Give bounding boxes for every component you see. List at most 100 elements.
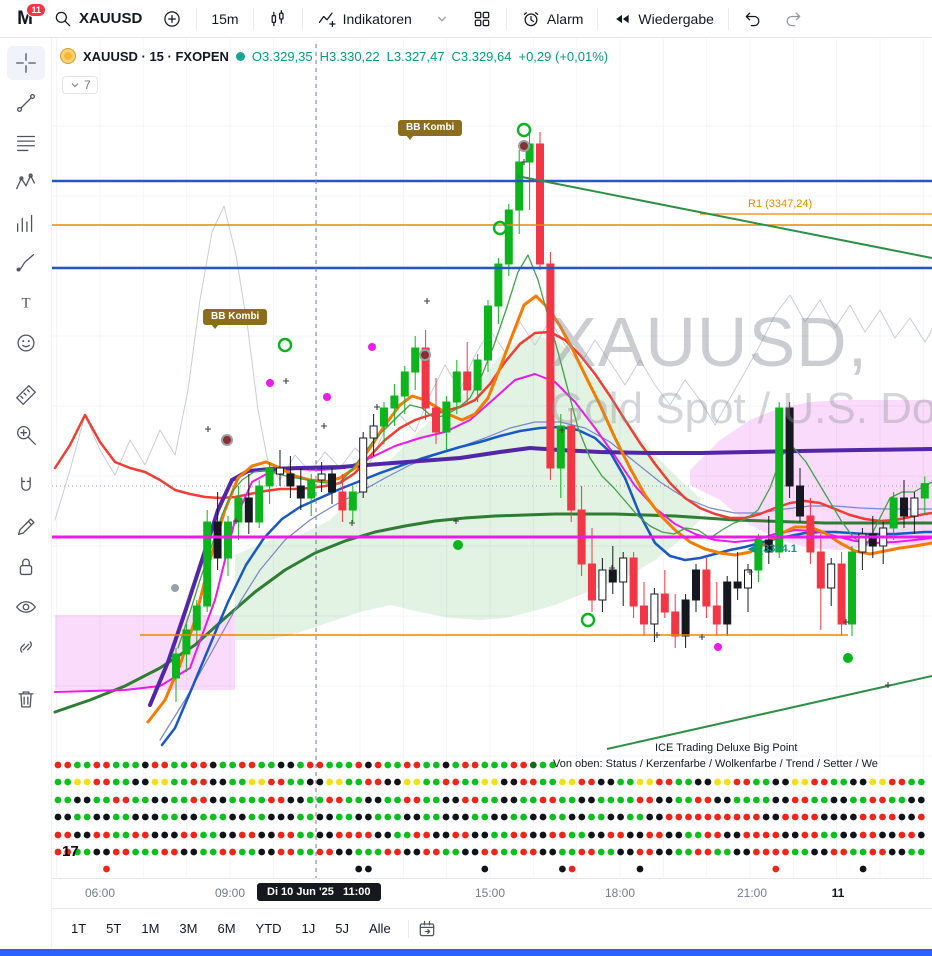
tool-measure[interactable]: [7, 378, 45, 412]
range-button-1j[interactable]: 1J: [293, 916, 325, 941]
symbol-name: XAUUSD: [79, 10, 143, 27]
replay-date-badge: Di 10 Jun '25 11:00: [257, 883, 381, 901]
magenta-dot-marker: [266, 379, 274, 387]
interval-button[interactable]: 15m: [202, 4, 247, 34]
ohlc-value: O3.329,35: [251, 48, 313, 64]
tool-zoom-in[interactable]: [7, 418, 45, 452]
symbol-search-button[interactable]: XAUUSD: [44, 4, 151, 34]
time-tick: 06:00: [84, 886, 116, 900]
bb-kombi-label-1[interactable]: BB Kombi: [203, 309, 268, 329]
gold-coin-icon: [60, 48, 76, 64]
range-button-5j[interactable]: 5J: [326, 916, 358, 941]
tool-remove-drawings[interactable]: [7, 682, 45, 716]
plus-marker: [283, 378, 289, 384]
ohlc-value: C3.329,64: [451, 48, 512, 64]
green-circle-marker: [516, 122, 532, 138]
trendline-up[interactable]: [606, 675, 932, 750]
tool-xabcd-pattern[interactable]: [7, 166, 45, 200]
alarm-clock-icon: [523, 11, 539, 26]
plus-marker: [654, 632, 660, 638]
forecast-bars-icon: [16, 214, 32, 233]
trend-lines[interactable]: [516, 175, 932, 750]
green-dot-marker: [843, 653, 853, 663]
indicator-templates-button[interactable]: [423, 4, 461, 34]
replay-button[interactable]: Wiedergabe: [603, 4, 723, 34]
ruler-icon: [15, 385, 36, 405]
indicators-button[interactable]: Indikatoren: [308, 4, 421, 34]
time-tick: 21:00: [736, 886, 768, 900]
magenta-dot-marker: [714, 643, 722, 651]
dot-matrix-indicator: [54, 761, 925, 873]
grid-layout-icon: [474, 11, 490, 26]
time-axis[interactable]: Di 10 Jun '25 11:00 06:00 09:00 15:00 18:00…: [52, 878, 932, 908]
range-button-1m[interactable]: 1M: [132, 916, 168, 941]
range-button-ytd[interactable]: YTD: [247, 916, 291, 941]
loading-strip: [0, 949, 932, 956]
legend-collapse-button[interactable]: 7: [62, 76, 98, 94]
main-menu-button[interactable]: M 11: [8, 2, 46, 34]
brush-icon: [16, 253, 34, 272]
pencil-icon: [17, 518, 35, 536]
maroon-dot-marker: [518, 140, 530, 152]
trendline-down[interactable]: [516, 175, 932, 259]
fib-retracement-icon: [16, 135, 35, 152]
xabcd-pattern-icon: [15, 173, 35, 190]
tool-emoji[interactable]: [7, 326, 45, 360]
tool-edit-drawing[interactable]: [7, 510, 45, 544]
price-marker-label: ◀ (3324.1: [748, 543, 797, 555]
rewind-icon: [616, 14, 630, 23]
indicators-label: Indikatoren: [342, 10, 412, 27]
range-button-alle[interactable]: Alle: [360, 916, 400, 941]
notification-badge: 11: [26, 2, 46, 18]
indicators-icon: [318, 12, 336, 27]
ma-magenta: [54, 373, 932, 693]
range-button-6m[interactable]: 6M: [208, 916, 244, 941]
time-tick: 09:00: [214, 886, 246, 900]
price-chart[interactable]: [52, 38, 932, 878]
add-symbol-button[interactable]: [153, 4, 191, 34]
lock-icon: [19, 558, 32, 576]
plus-marker: [205, 426, 211, 432]
green-circle-marker: [277, 337, 293, 353]
tool-forecast[interactable]: [7, 206, 45, 240]
tool-crosshair[interactable]: [6, 46, 45, 80]
toolbar-divider: [301, 7, 303, 30]
tool-lock-drawings[interactable]: [7, 550, 45, 584]
maroon-dot-marker: [221, 434, 233, 446]
tool-text[interactable]: T: [7, 286, 45, 320]
redo-arrow-icon: [786, 12, 801, 26]
bb-kombi-label-2[interactable]: BB Kombi: [398, 120, 463, 140]
symbol-legend[interactable]: XAUUSD · 15 · FXOPEN O3.329,35 H3.330,22 L…: [60, 48, 608, 64]
legend-title[interactable]: XAUUSD · 15 · FXOPEN: [83, 48, 229, 64]
tool-magnet[interactable]: [7, 470, 45, 504]
chart-type-button[interactable]: [259, 4, 297, 34]
toolbar-divider: [252, 7, 254, 30]
chevron-down-icon: [437, 16, 446, 21]
link-icon: [19, 641, 32, 653]
row-number-label: 17: [62, 843, 79, 860]
plus-marker: [374, 404, 380, 410]
alarm-button[interactable]: Alarm: [512, 4, 593, 34]
maroon-dot-marker: [419, 349, 431, 361]
magenta-dot-marker: [368, 343, 376, 351]
tool-sync-drawings[interactable]: [7, 630, 45, 664]
redo-button[interactable]: [774, 4, 812, 34]
hidden-indicators-count: 7: [84, 78, 91, 92]
eye-icon: [15, 601, 36, 613]
goto-date-button[interactable]: [417, 919, 437, 939]
toolbar-divider: [597, 7, 599, 30]
search-icon: [55, 11, 71, 26]
undo-button[interactable]: [734, 4, 772, 34]
tool-hide-drawings[interactable]: [7, 590, 45, 624]
range-button-1t[interactable]: 1T: [62, 916, 95, 941]
tool-trend-line[interactable]: [7, 86, 45, 120]
ma-purple: [148, 446, 932, 707]
plus-marker: [609, 565, 615, 571]
tool-brush[interactable]: [7, 246, 45, 280]
range-button-3m[interactable]: 3M: [170, 916, 206, 941]
range-button-5t[interactable]: 5T: [97, 916, 130, 941]
horizontal-lines[interactable]: [52, 179, 932, 636]
layout-grid-button[interactable]: [463, 4, 501, 34]
tool-fib-retracement[interactable]: [7, 126, 45, 160]
